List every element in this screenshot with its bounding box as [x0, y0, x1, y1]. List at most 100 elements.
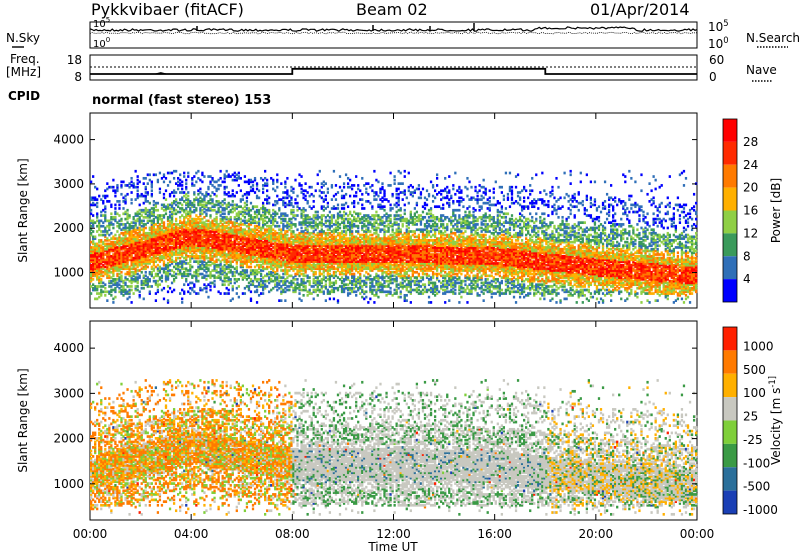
power-cell — [183, 239, 186, 242]
power-cell — [312, 235, 315, 239]
power-cell — [344, 283, 348, 287]
power-cell — [168, 247, 172, 251]
power-cell — [189, 210, 192, 214]
power-cell — [98, 260, 101, 263]
power-cell — [90, 258, 93, 262]
power-cell — [328, 219, 332, 223]
power-cell — [168, 223, 172, 226]
power-cell — [280, 290, 283, 294]
power-cell — [322, 180, 325, 184]
power-cell — [98, 295, 101, 299]
power-cell — [294, 244, 297, 248]
power-cell — [207, 223, 210, 226]
power-cell — [112, 185, 115, 189]
power-cell — [231, 203, 234, 207]
power-cell — [144, 207, 147, 210]
power-cell — [237, 210, 240, 214]
power-cell — [112, 258, 115, 262]
power-cell — [195, 196, 198, 200]
power-cell — [308, 247, 311, 251]
power-cell — [314, 276, 317, 279]
power-cell — [351, 201, 354, 205]
power-cell — [207, 260, 210, 263]
power-cell — [179, 237, 182, 240]
power-cell — [179, 246, 182, 249]
power-cell — [154, 251, 158, 255]
power-cell — [164, 267, 168, 271]
power-cell — [334, 279, 338, 283]
power-cell — [179, 178, 182, 182]
power-cell — [253, 215, 257, 219]
power-cell — [158, 224, 162, 228]
power-cell — [114, 254, 117, 258]
power-cell — [136, 212, 139, 216]
power-cell — [92, 242, 95, 246]
power-cell — [100, 281, 103, 285]
power-cell — [124, 292, 127, 295]
power-cell — [124, 212, 127, 216]
power-cell — [183, 223, 186, 226]
power-cell — [144, 187, 147, 191]
power-cell — [172, 265, 176, 269]
power-cell — [170, 207, 174, 210]
power-cell — [92, 265, 95, 269]
power-cell — [132, 184, 135, 187]
power-cell — [174, 230, 178, 233]
power-cell — [177, 256, 180, 260]
power-cell — [120, 253, 123, 256]
power-cell — [185, 231, 188, 235]
power-cell — [150, 233, 153, 237]
power-cell — [116, 281, 119, 285]
power-cell — [195, 171, 198, 175]
power-cell — [92, 283, 95, 287]
power-cell — [142, 228, 145, 232]
power-cell — [174, 203, 178, 207]
power-cell — [266, 279, 269, 283]
power-cell — [102, 208, 105, 212]
power-cell — [150, 249, 153, 253]
power-cell — [92, 198, 95, 201]
power-cell — [142, 249, 145, 253]
power-cell — [253, 265, 257, 269]
power-cell — [124, 237, 127, 240]
power-cell — [288, 281, 291, 285]
power-cell — [205, 290, 208, 294]
power-cell — [322, 191, 325, 194]
power-cell — [318, 288, 321, 292]
power-cell — [136, 192, 139, 196]
power-cell — [130, 242, 133, 246]
power-cell — [174, 263, 178, 267]
power-cell — [353, 290, 356, 294]
power-cell — [156, 279, 160, 283]
power-cell — [164, 244, 168, 248]
power-cell — [120, 260, 123, 263]
power-cell — [122, 233, 125, 237]
power-cell — [134, 269, 137, 272]
power-cell — [235, 292, 238, 295]
power-cell — [342, 217, 346, 221]
power-cell — [138, 217, 141, 221]
power-cell — [128, 185, 131, 189]
power-cell — [207, 219, 210, 223]
power-cell — [134, 212, 137, 216]
power-cell — [225, 221, 228, 224]
power-cell — [110, 263, 113, 267]
power-cell — [140, 240, 143, 244]
power-cell — [166, 263, 170, 267]
power-cell — [170, 230, 174, 233]
power-cell — [338, 185, 342, 189]
power-cell — [344, 192, 348, 196]
power-cell — [110, 290, 113, 294]
power-cell — [241, 194, 245, 198]
power-cell — [124, 263, 127, 267]
power-cell — [128, 237, 131, 240]
power-cell — [342, 272, 346, 276]
power-cell — [154, 173, 158, 177]
power-cell — [90, 285, 93, 288]
power-cell — [138, 239, 141, 242]
power-cell — [221, 223, 224, 226]
power-cell — [162, 260, 166, 263]
power-cell — [274, 189, 277, 193]
date-title: 01/Apr/2014 — [590, 0, 690, 19]
power-cell — [94, 269, 97, 272]
